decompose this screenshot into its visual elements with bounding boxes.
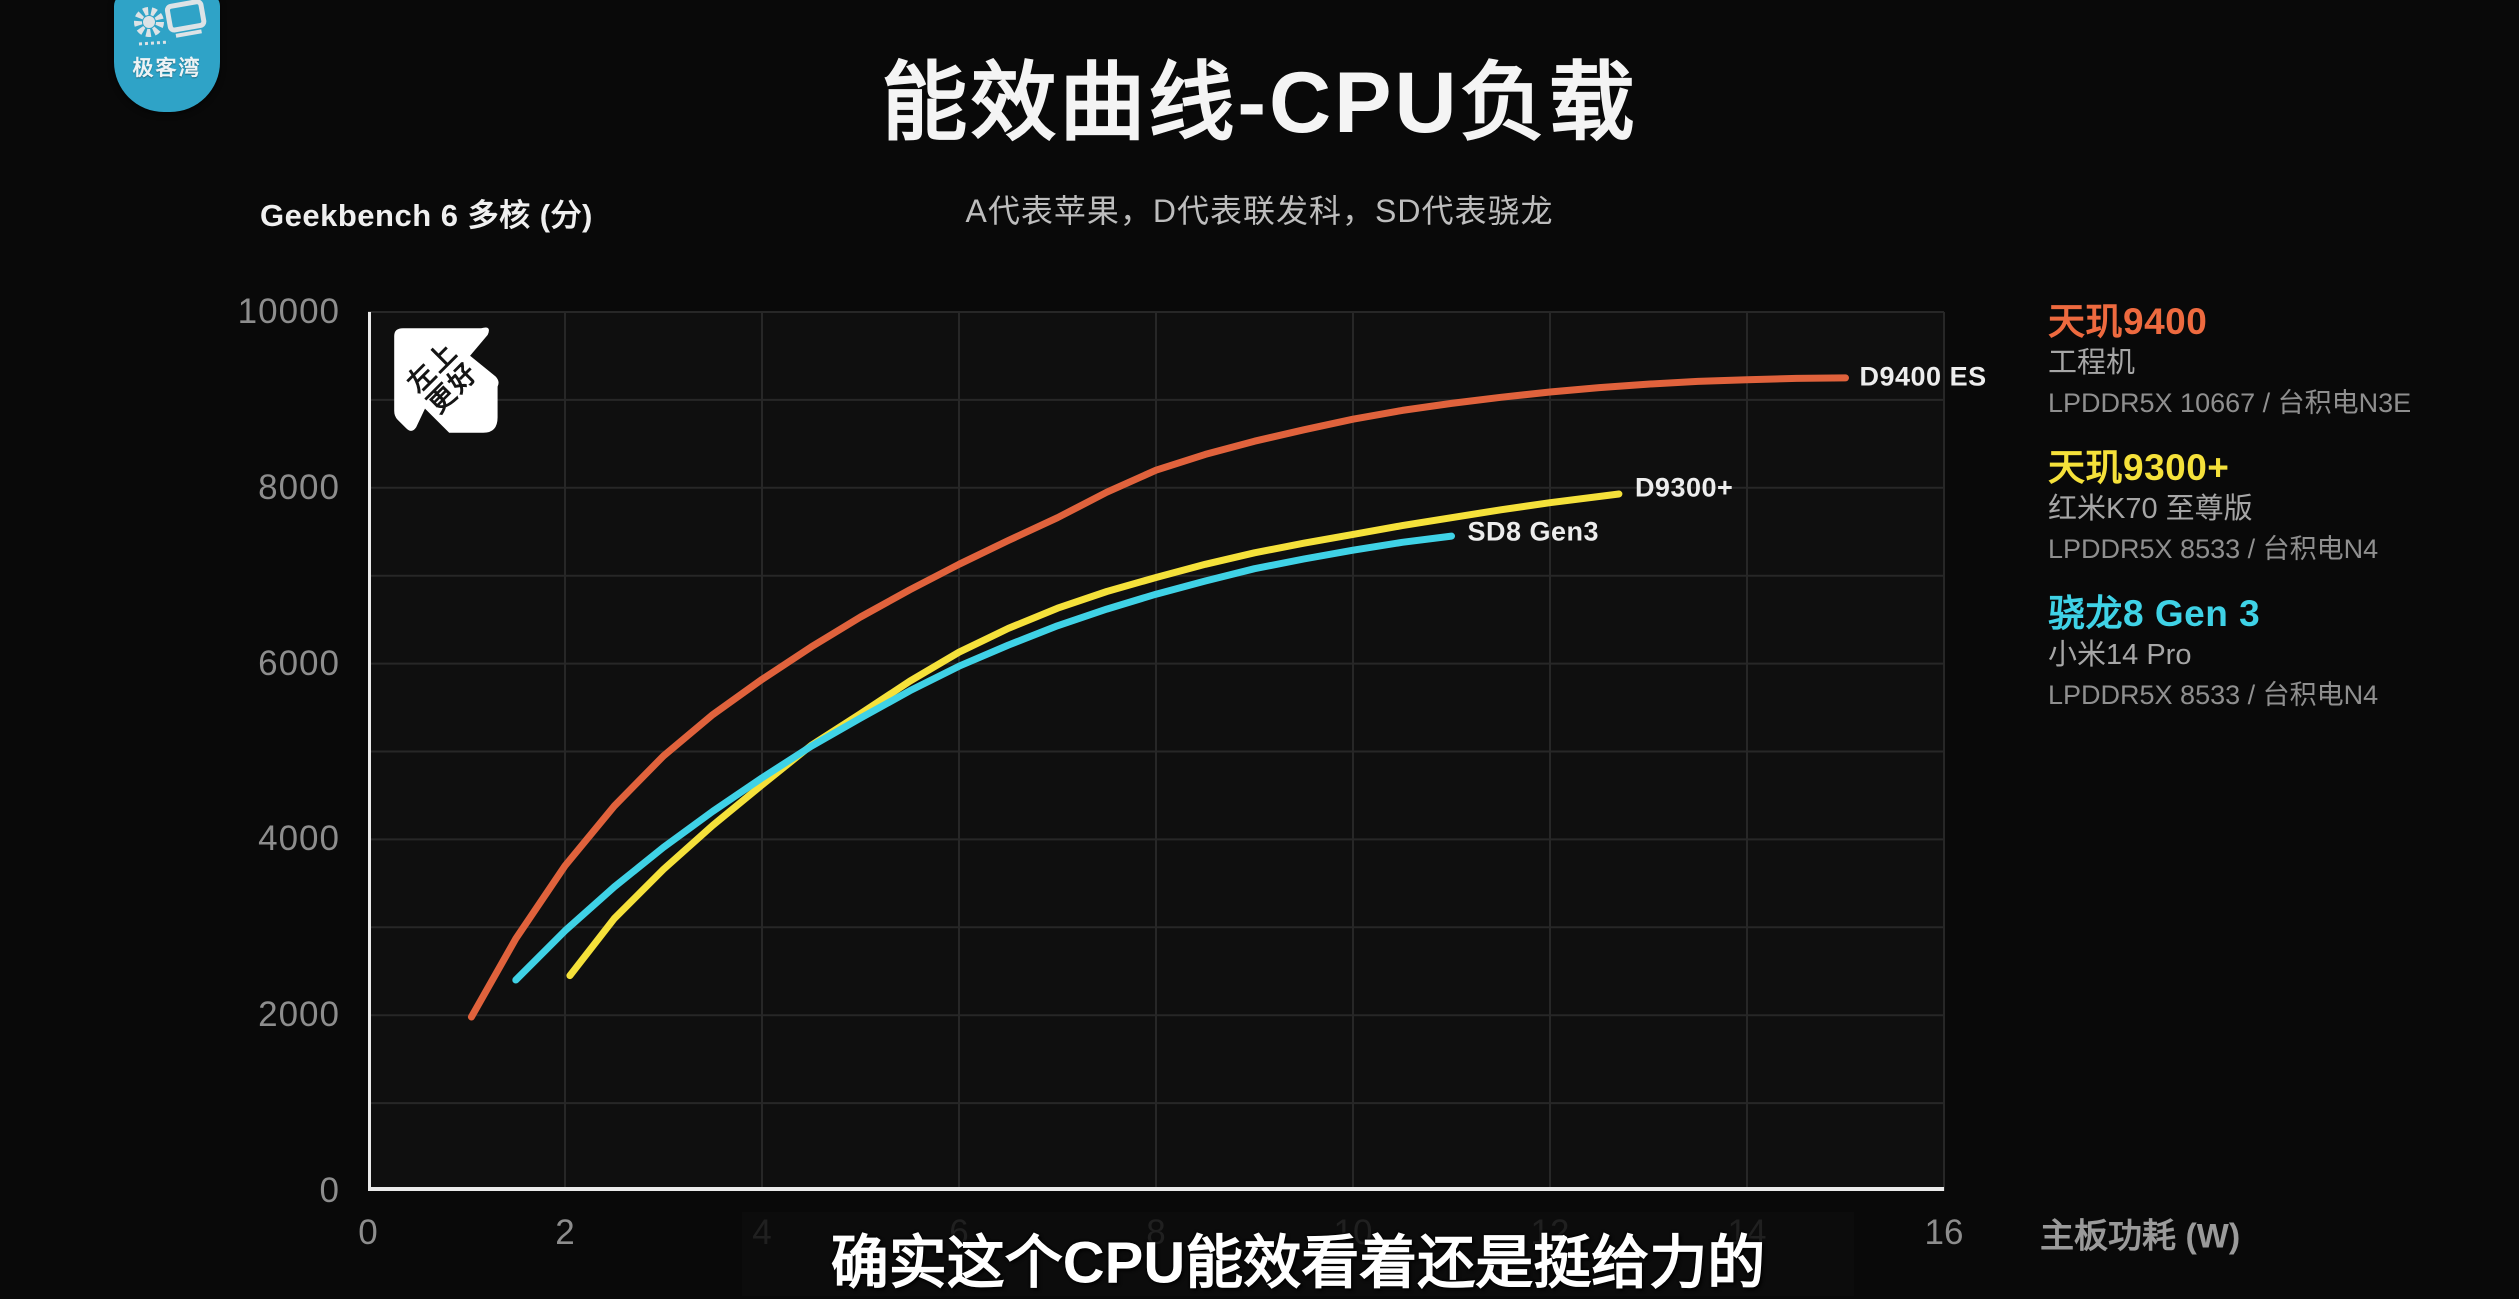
naming-note: A代表苹果，D代表联发科，SD代表骁龙 xyxy=(965,193,1554,229)
legend-device: 工程机 xyxy=(2048,347,2136,379)
chart-canvas xyxy=(368,311,1945,1191)
y-tick-label: 0 xyxy=(319,1171,340,1210)
series-curve-SD8 Gen3 xyxy=(512,532,1455,984)
video-subtitle-band: 确实这个CPU能效看着还是挺给力的 xyxy=(742,1212,1854,1296)
legend-spec: LPDDR5X 8533 / 台积电N4 xyxy=(2048,534,2379,564)
legend-item-dimensity-9400: 天玑9400 工程机 LPDDR5X 10667 / 台积电N3E xyxy=(2048,300,2411,420)
video-subtitle-text: 确实这个CPU能效看着还是挺给力的 xyxy=(830,1230,1766,1296)
legend-title: 天玑9300+ xyxy=(2048,447,2230,488)
curve-end-label: D9400 ES xyxy=(1859,361,1987,392)
legend-spec: LPDDR5X 8533 / 台积电N4 xyxy=(2048,680,2379,710)
efficiency-curve-chart: 02000400060008000100000246810121416D9400… xyxy=(238,292,1986,1252)
curve-end-label: SD8 Gen3 xyxy=(1467,516,1600,547)
y-tick-label: 10000 xyxy=(237,292,340,331)
series-curve-D9300+ xyxy=(566,490,1623,980)
better-direction-badge: 左上 更好 xyxy=(392,325,502,439)
legend-item-dimensity-9300plus: 天玑9300+ 红米K70 至尊版 LPDDR5X 8533 / 台积电N4 xyxy=(2048,446,2411,566)
y-tick-label: 2000 xyxy=(258,995,340,1035)
series-curve-D9400 ES xyxy=(467,374,1849,1021)
curve-end-label: D9300+ xyxy=(1634,472,1734,503)
channel-logo: 极客湾 xyxy=(114,0,220,112)
chart-legend: 天玑9400 工程机 LPDDR5X 10667 / 台积电N3E 天玑9300… xyxy=(2048,300,2411,738)
x-tick-label: 16 xyxy=(1924,1213,1964,1252)
channel-logo-text: 极客湾 xyxy=(132,57,202,80)
legend-spec: LPDDR5X 10667 / 台积电N3E xyxy=(2048,388,2412,418)
legend-title: 骁龙8 Gen 3 xyxy=(2048,593,2261,634)
gear-and-monitor-icon xyxy=(134,0,207,46)
x-axis-title: 主板功耗 (W) xyxy=(2040,1217,2241,1256)
y-tick-label: 4000 xyxy=(258,819,340,859)
x-tick-label: 2 xyxy=(555,1213,575,1252)
legend-item-snapdragon-8-gen3: 骁龙8 Gen 3 小米14 Pro LPDDR5X 8533 / 台积电N4 xyxy=(2048,592,2411,712)
x-tick-label: 0 xyxy=(358,1213,378,1252)
legend-title: 天玑9400 xyxy=(2048,301,2208,342)
y-tick-label: 8000 xyxy=(258,467,340,507)
legend-device: 红米K70 至尊版 xyxy=(2048,493,2253,525)
legend-device: 小米14 Pro xyxy=(2048,639,2192,671)
y-tick-label: 6000 xyxy=(258,643,340,683)
page-title: 能效曲线-CPU负载 xyxy=(881,55,1638,151)
arrow-badge-icon xyxy=(394,327,499,433)
y-axis-title: Geekbench 6 多核 (分) xyxy=(260,198,593,233)
